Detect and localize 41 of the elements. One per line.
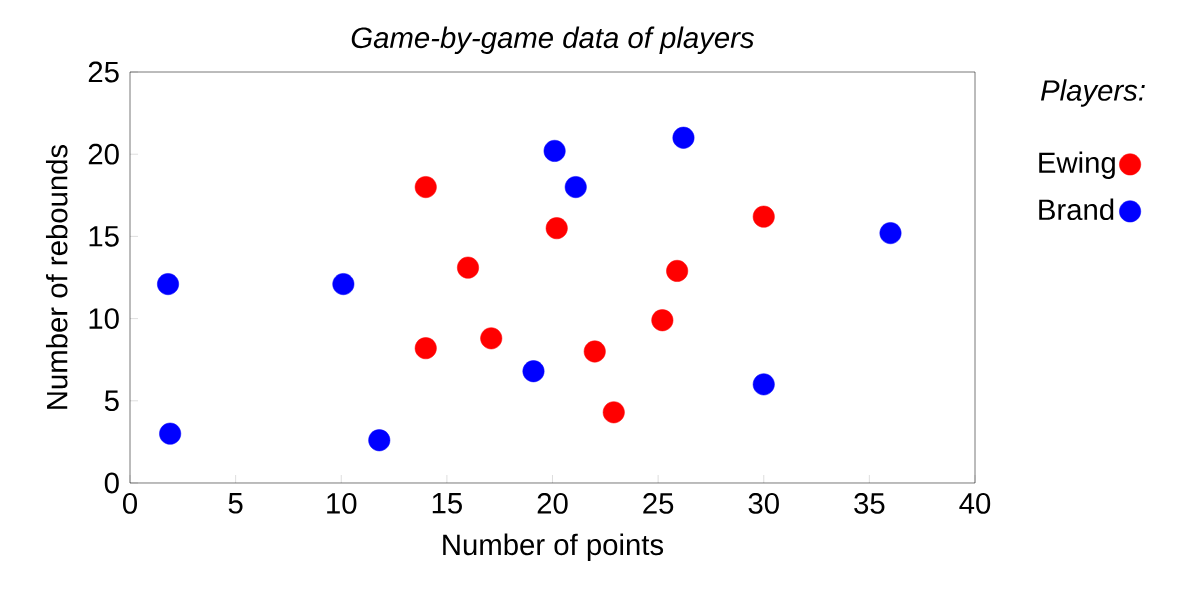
legend-label: Brand bbox=[1039, 198, 1114, 221]
point bbox=[543, 139, 566, 162]
y-tick-label: 15 bbox=[89, 226, 119, 247]
point bbox=[672, 126, 695, 149]
x-axis-title: Number of points bbox=[443, 533, 664, 561]
point bbox=[752, 205, 775, 228]
point bbox=[157, 273, 179, 296]
y-tick-label: 0 bbox=[104, 472, 119, 494]
x-tick-label: 40 bbox=[959, 493, 991, 514]
y-tick-label: 5 bbox=[104, 390, 119, 412]
point bbox=[651, 309, 674, 332]
legend-label: Ewing bbox=[1039, 151, 1115, 179]
x-tick-label: 30 bbox=[748, 493, 779, 514]
legend-title: Players: bbox=[1040, 79, 1145, 107]
y-tick-label: 20 bbox=[88, 143, 119, 165]
x-tick-label: 5 bbox=[228, 493, 243, 514]
point bbox=[159, 422, 182, 445]
point bbox=[457, 256, 479, 279]
x-tick-label: 25 bbox=[643, 493, 674, 514]
point bbox=[332, 273, 355, 296]
y-tick-label: 10 bbox=[89, 308, 119, 329]
point bbox=[583, 340, 606, 363]
point bbox=[879, 222, 902, 245]
point bbox=[414, 337, 437, 360]
point bbox=[368, 429, 391, 452]
point bbox=[564, 176, 587, 199]
point bbox=[545, 217, 568, 240]
point bbox=[602, 401, 625, 424]
x-tick-label: 0 bbox=[122, 493, 137, 514]
x-tick-label: 15 bbox=[432, 493, 462, 514]
x-tick-label: 20 bbox=[537, 493, 568, 514]
point bbox=[522, 360, 545, 383]
point bbox=[414, 176, 437, 199]
y-axis-title: Number of rebounds bbox=[45, 144, 68, 409]
y-tick-label: 25 bbox=[88, 61, 119, 83]
point bbox=[666, 259, 689, 282]
x-tick-label: 10 bbox=[327, 493, 357, 514]
chart-title: Game-by-game data of players bbox=[351, 26, 755, 54]
point bbox=[480, 327, 503, 350]
point bbox=[752, 373, 775, 396]
x-tick-label: 35 bbox=[854, 493, 885, 514]
